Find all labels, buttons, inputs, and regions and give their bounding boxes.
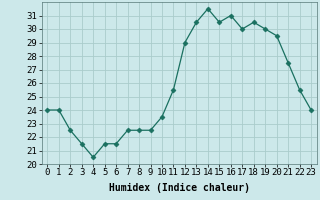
- X-axis label: Humidex (Indice chaleur): Humidex (Indice chaleur): [109, 183, 250, 193]
